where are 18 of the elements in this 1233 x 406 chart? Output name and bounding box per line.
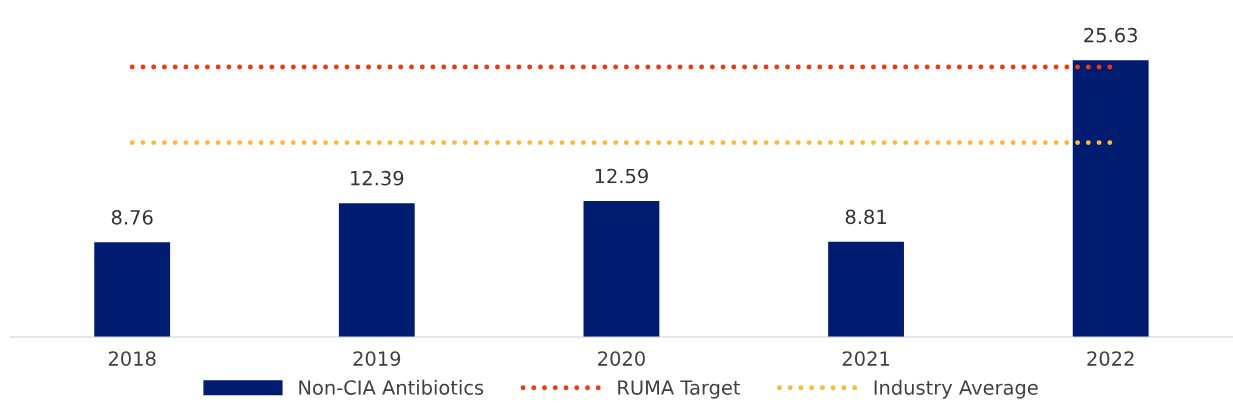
legend-label: Non-CIA Antibiotics bbox=[299, 379, 484, 395]
data-label: 8.76 bbox=[111, 210, 153, 225]
x-tick-label: 2021 bbox=[842, 351, 890, 366]
data-label: 8.81 bbox=[845, 209, 886, 225]
bar bbox=[583, 201, 660, 337]
bar bbox=[1072, 60, 1149, 337]
data-label: 12.39 bbox=[351, 170, 404, 186]
data-label: 12.59 bbox=[595, 168, 648, 184]
data-label: 25.63 bbox=[1084, 27, 1137, 43]
x-tick-label: 2019 bbox=[353, 351, 401, 366]
legend-label: Industry Average bbox=[874, 379, 1038, 399]
x-tick-label: 2020 bbox=[598, 351, 645, 366]
x-tick-label: 2018 bbox=[108, 351, 156, 366]
x-tick-label: 2022 bbox=[1087, 351, 1134, 366]
legend-label: RUMA Target bbox=[618, 380, 741, 399]
bar bbox=[338, 203, 415, 337]
bar bbox=[94, 242, 171, 337]
bar bbox=[828, 241, 904, 337]
